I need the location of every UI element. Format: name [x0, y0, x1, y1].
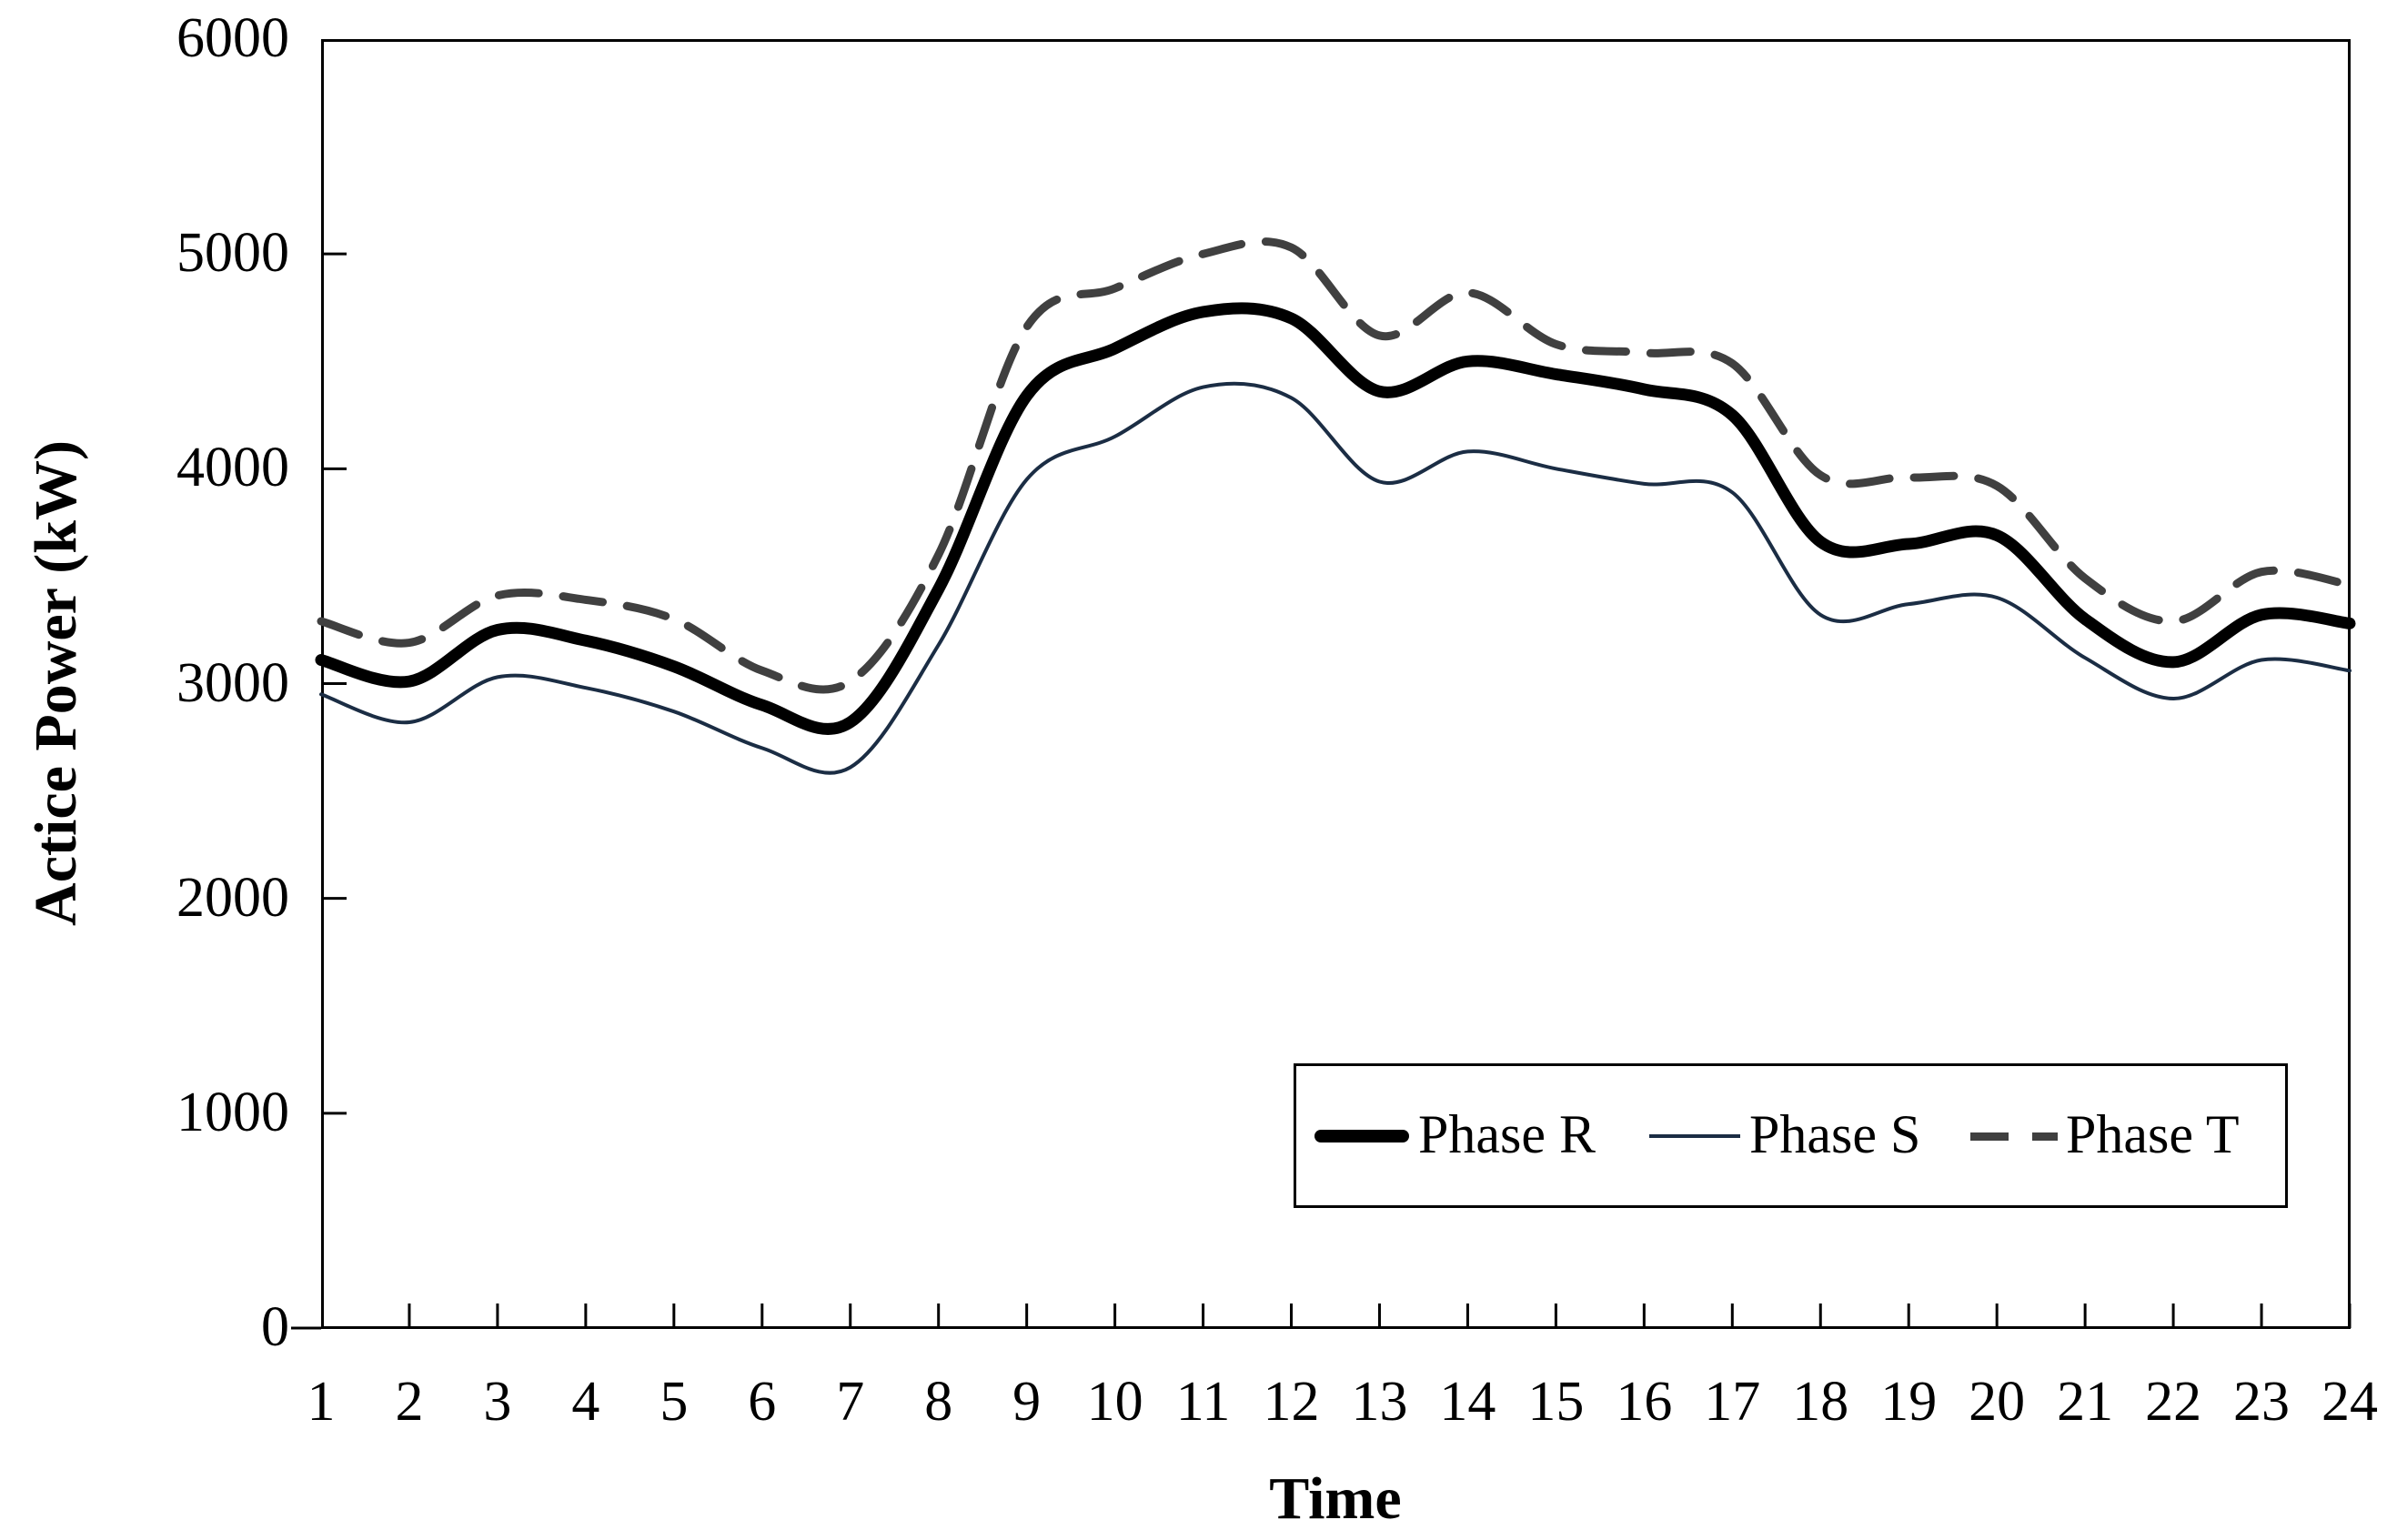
x-tick-label: 5	[660, 1371, 689, 1433]
x-tick-label: 21	[2057, 1371, 2114, 1433]
phase-t-dashed-swatch	[1970, 1132, 2058, 1141]
x-tick-label: 14	[1439, 1371, 1496, 1433]
y-tick-label: 3000	[176, 651, 289, 714]
legend-box: Phase R Phase S Phase T	[1294, 1063, 2288, 1208]
phase-r-line-swatch	[1314, 1130, 1409, 1142]
phase-r-line	[315, 302, 2356, 735]
x-tick-label: 7	[836, 1371, 865, 1433]
y-axis-title: Actice Power (kW)	[23, 440, 89, 926]
x-tick-label: 2	[395, 1371, 424, 1433]
series-lines	[315, 237, 2356, 775]
x-tick-label: 11	[1175, 1371, 1231, 1433]
x-axis-title: Time	[1269, 1465, 1402, 1532]
y-tick-label: 5000	[176, 222, 289, 285]
x-tick-label: 4	[571, 1371, 600, 1433]
phase-t-line	[317, 237, 2354, 694]
y-tick-label: 1000	[176, 1081, 289, 1143]
x-tick-label: 24	[2321, 1371, 2378, 1433]
y-tick-label: 2000	[176, 866, 289, 929]
x-tick-label: 16	[1616, 1371, 1673, 1433]
x-tick-label: 1	[307, 1371, 336, 1433]
x-tick-label: 9	[1012, 1371, 1042, 1433]
legend-label-phase-t: Phase T	[2066, 1103, 2240, 1164]
x-tick-label: 18	[1792, 1371, 1849, 1433]
y-tick-label: 6000	[176, 7, 289, 69]
x-tick-label: 13	[1351, 1371, 1408, 1433]
x-tick-label: 15	[1527, 1371, 1585, 1433]
axis-ticks	[291, 252, 2352, 1330]
x-tick-label: 23	[2233, 1371, 2291, 1433]
x-tick-label: 17	[1704, 1371, 1761, 1433]
phase-s-line-swatch	[1649, 1134, 1740, 1138]
y-tick-label: 4000	[176, 437, 289, 499]
x-tick-label: 10	[1086, 1371, 1143, 1433]
x-tick-label: 19	[1880, 1371, 1938, 1433]
phase-s-line	[319, 381, 2352, 775]
y-tick-label: 0	[261, 1296, 289, 1358]
x-tick-label: 8	[924, 1371, 953, 1433]
x-tick-label: 22	[2145, 1371, 2202, 1433]
x-tick-label: 6	[748, 1371, 777, 1433]
x-tick-label: 3	[483, 1371, 512, 1433]
x-tick-label: 12	[1263, 1371, 1320, 1433]
legend-label-phase-s: Phase S	[1749, 1103, 1921, 1164]
legend-label-phase-r: Phase R	[1418, 1103, 1596, 1164]
x-tick-label: 20	[1969, 1371, 2026, 1433]
